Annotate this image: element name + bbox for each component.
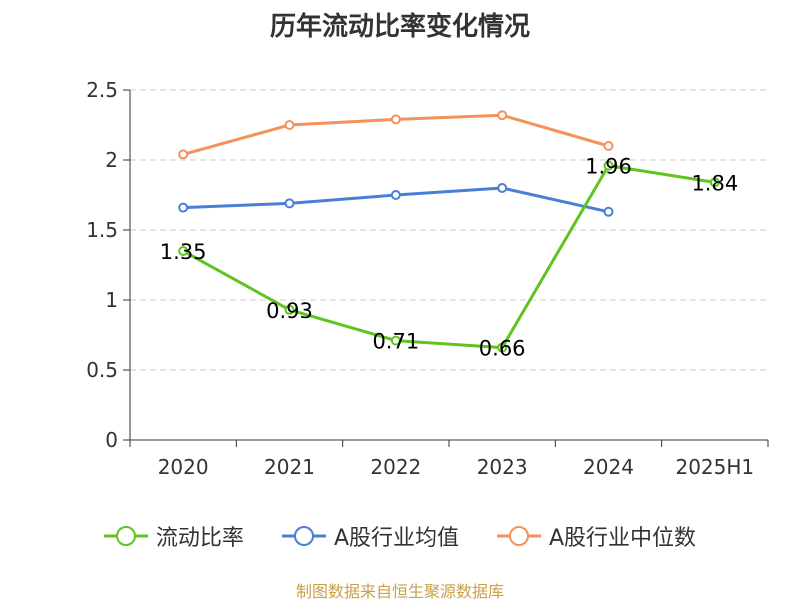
data-label: 1.35 [160, 240, 207, 264]
legend-swatch-marker [293, 526, 314, 546]
y-tick-label: 2 [105, 148, 118, 172]
data-label: 1.84 [691, 171, 738, 195]
data-point [603, 206, 614, 217]
data-labels: 1.35 0.93 0.71 0.66 1.96 1.84 [160, 155, 738, 361]
data-point [603, 141, 614, 151]
y-tick-label: 1 [105, 288, 118, 312]
data-point [284, 198, 295, 209]
legend-swatch-marker [509, 526, 529, 546]
data-point [178, 246, 189, 256]
y-tick-label: 0 [105, 428, 118, 452]
data-point [390, 335, 401, 346]
series-lines [178, 110, 720, 353]
x-tick-label: 2024 [583, 455, 634, 479]
y-tick-label: 2.5 [86, 78, 118, 102]
legend-item: A股行业中位数 [497, 520, 696, 552]
legend-label: A股行业中位数 [549, 526, 697, 551]
x-tick-label: 2021 [264, 455, 315, 479]
data-point [390, 190, 401, 200]
legend-label: A股行业均值 [333, 526, 459, 551]
legend-swatch-marker [115, 526, 136, 546]
data-point [497, 342, 508, 353]
data-point [497, 183, 508, 193]
y-tick-label: 1.5 [86, 218, 118, 242]
chart-title: 历年流动比率变化情况 [269, 12, 530, 42]
x-tick-label: 2023 [477, 455, 528, 479]
data-point [284, 304, 295, 315]
x-tick-label: 2020 [158, 455, 209, 479]
data-point [178, 202, 189, 213]
data-point [709, 177, 720, 188]
legend-swatch [281, 526, 326, 546]
source-note: 制图数据来自恒生聚源数据库 [295, 582, 504, 601]
data-label: 0.71 [372, 330, 419, 354]
series-line [182, 164, 716, 350]
data-point [390, 114, 401, 125]
y-tick-label: 0.5 [86, 358, 118, 382]
legend-label: 流动比率 [155, 526, 244, 551]
data-point [497, 110, 508, 121]
axes: 0 0.5 1 1.5 2 2.5 2020 2021 2022 2023 2024 2025H1 [86, 78, 769, 479]
x-tick-label: 2025H1 [675, 455, 754, 479]
grid-lines [130, 89, 768, 371]
legend-item: 流动比率 [103, 520, 244, 552]
data-point [284, 120, 295, 130]
legend-item: A股行业均值 [281, 520, 459, 552]
data-point [603, 160, 614, 171]
data-label: 1.96 [585, 155, 632, 179]
legend-swatch [497, 526, 541, 546]
x-tick-label: 2022 [370, 455, 421, 479]
legend-swatch [103, 526, 148, 546]
data-point [178, 149, 189, 160]
data-label: 0.66 [479, 337, 526, 361]
data-label: 0.93 [266, 299, 313, 323]
legend: 流动比率 A股行业均值 A股行业中位数 [0, 520, 800, 552]
